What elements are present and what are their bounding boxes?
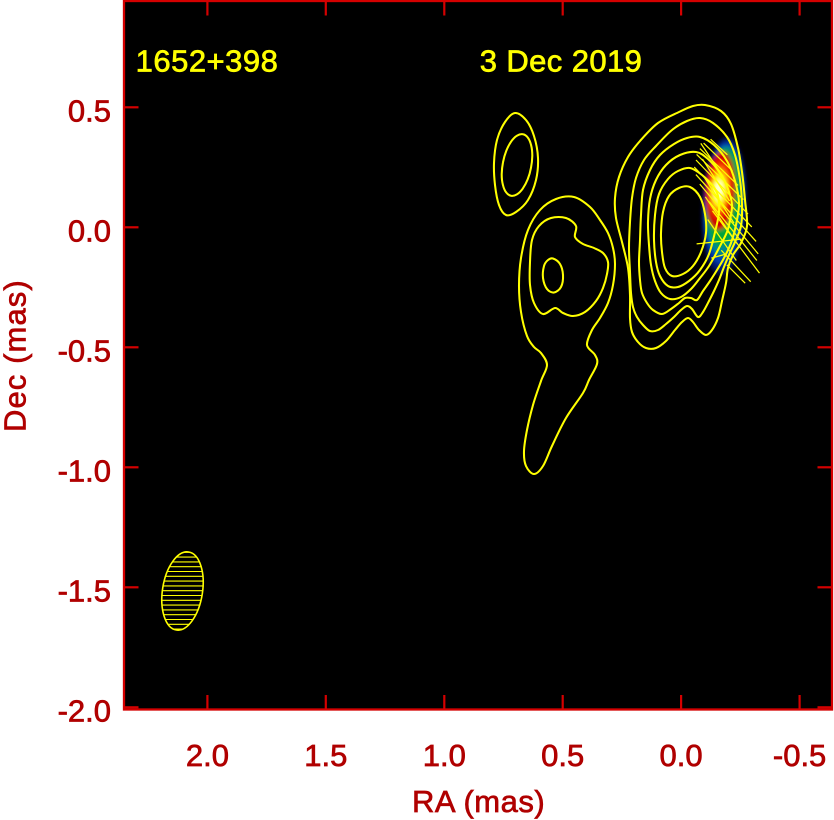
svg-text:2.0: 2.0 [186, 738, 229, 773]
svg-text:-1.0: -1.0 [58, 453, 111, 488]
svg-text:Dec (mas): Dec (mas) [0, 279, 32, 432]
svg-text:1652+398: 1652+398 [136, 44, 279, 79]
svg-text:-0.5: -0.5 [58, 333, 111, 368]
svg-text:1.0: 1.0 [423, 738, 466, 773]
svg-text:-0.5: -0.5 [773, 738, 826, 773]
svg-text:RA (mas): RA (mas) [412, 784, 545, 819]
svg-text:-2.0: -2.0 [58, 693, 111, 728]
svg-text:3 Dec 2019: 3 Dec 2019 [480, 44, 643, 79]
svg-text:1.5: 1.5 [304, 738, 347, 773]
svg-text:0.5: 0.5 [541, 738, 584, 773]
svg-text:-1.5: -1.5 [58, 573, 111, 608]
svg-text:0.5: 0.5 [68, 93, 111, 128]
svg-text:0.0: 0.0 [68, 213, 111, 248]
svg-text:0.0: 0.0 [660, 738, 703, 773]
